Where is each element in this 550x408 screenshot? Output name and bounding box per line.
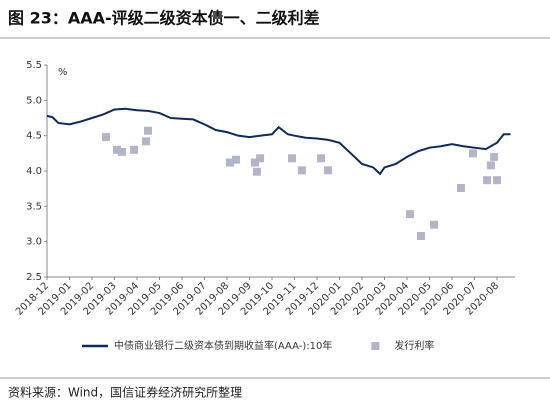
y-tick-label: 2.5 (26, 272, 42, 283)
source-note: 资料来源：Wind，国信证券经济研究所整理 (8, 385, 242, 400)
y-tick-label: 4.0 (26, 166, 42, 177)
legend-label: 发行利率 (394, 339, 434, 352)
scatter-point (250, 158, 259, 167)
scatter-point (468, 149, 477, 158)
scatter-point (252, 167, 261, 176)
scatter-point (483, 176, 492, 185)
scatter-point (101, 133, 110, 142)
scatter-point (493, 176, 501, 185)
scatter-point (486, 161, 495, 170)
legend-label: 中债商业银行二级资本债到期收益率(AAA-):10年 (114, 339, 332, 352)
y-tick-label: 4.5 (26, 131, 42, 142)
scatter-point (232, 155, 240, 164)
y-tick-label: 5.5 (26, 60, 42, 71)
scatter-point (142, 137, 150, 146)
scatter-point (144, 126, 153, 135)
scatter-point (288, 154, 297, 163)
y-tick-label: 3.0 (26, 237, 42, 248)
unit-label: % (58, 67, 68, 78)
scatter-point (457, 183, 465, 192)
legend-swatch (371, 342, 380, 350)
line-series (46, 107, 511, 176)
scatter-point (117, 147, 126, 156)
scatter-point (297, 166, 306, 175)
scatter-point (225, 158, 234, 167)
scatter-point (317, 154, 326, 163)
scatter-point (324, 166, 333, 175)
chart-title: 图 23：AAA-评级二级资本债一、二级利差 (8, 9, 320, 28)
scatter-point (430, 220, 438, 229)
scatter-point (112, 145, 121, 154)
y-tick-label: 3.5 (26, 201, 42, 212)
scatter-point (130, 145, 139, 154)
scatter-point (405, 210, 414, 219)
scatter-point (256, 154, 265, 163)
scatter-point (416, 232, 425, 241)
scatter-point (490, 152, 499, 161)
y-tick-label: 5.0 (26, 95, 42, 106)
